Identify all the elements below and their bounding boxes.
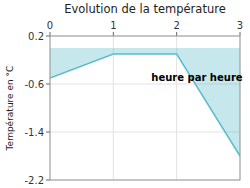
grid: [50, 36, 240, 180]
grid-line: [113, 36, 114, 180]
tick-label: -1.4: [24, 127, 44, 138]
tick-label: -2.2: [24, 175, 44, 186]
tick-mark: [50, 32, 51, 36]
tick-mark: [46, 132, 50, 133]
tick-mark: [240, 32, 241, 36]
y-axis-label: Température en °C: [5, 66, 15, 152]
tick-mark: [113, 32, 114, 36]
grid-line: [176, 36, 177, 180]
line: [50, 54, 240, 156]
tick-label: 1: [110, 20, 116, 31]
tick-label: 3: [237, 20, 243, 31]
grid-line: [50, 132, 240, 133]
tick-label: 2: [173, 20, 179, 31]
plot-frame: [50, 36, 240, 180]
tick-mark: [176, 32, 177, 36]
plot-area: [50, 36, 240, 180]
annotation: heure par heure: [151, 72, 242, 83]
tick-mark: [46, 84, 50, 85]
tick-label: 0.2: [28, 31, 44, 42]
tick-mark: [46, 36, 50, 37]
series-group: [50, 48, 240, 156]
tick-mark: [46, 180, 50, 181]
chart-container: 0.2 -0.6 -1.4 -2.2 0 1 2 3 heure par heure Evolut…: [0, 0, 250, 188]
chart: 0.2 -0.6 -1.4 -2.2 0 1 2 3 heure par heure Evolut…: [0, 0, 250, 188]
area: [50, 48, 240, 156]
tick-label: 0: [47, 20, 53, 31]
tick-label: -0.6: [24, 79, 44, 90]
title: Evolution de la température: [64, 2, 226, 16]
